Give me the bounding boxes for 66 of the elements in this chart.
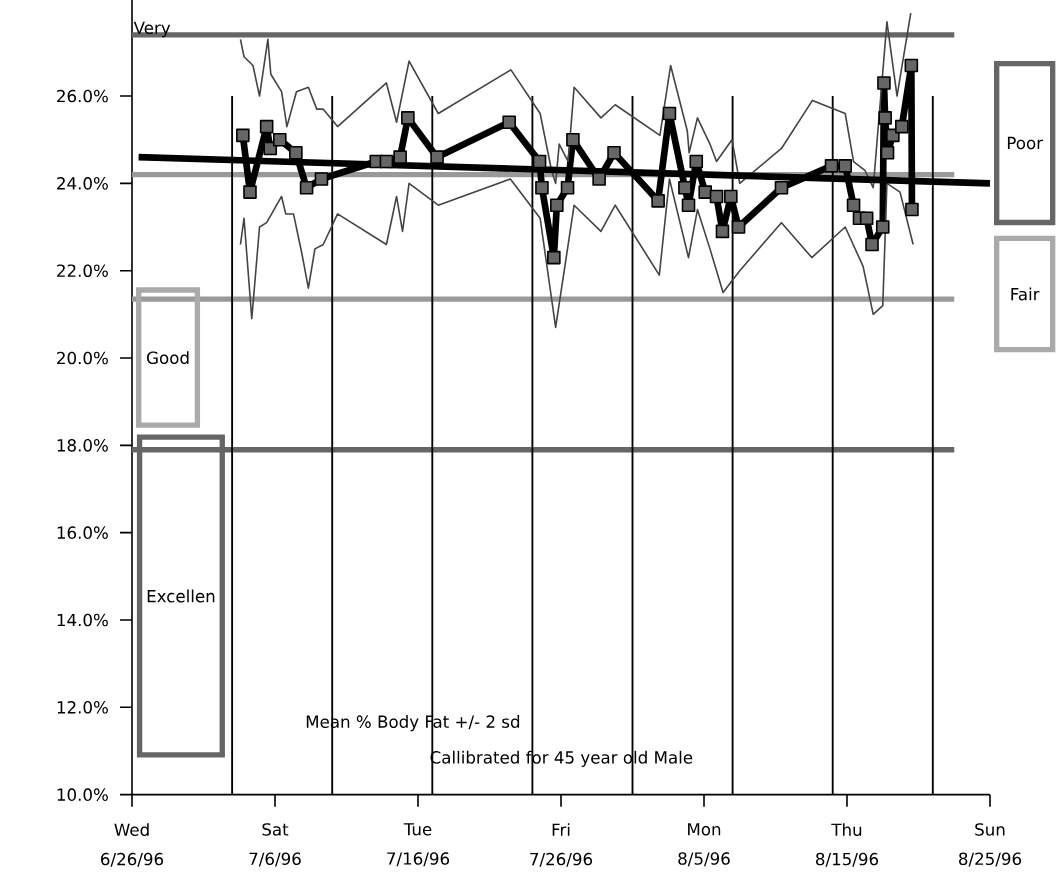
- point: [314, 172, 329, 186]
- x-tick-label: Wed 6/26/96: [101, 823, 164, 867]
- point: [715, 224, 730, 239]
- text: Poor: [1007, 136, 1044, 150]
- point: [880, 146, 895, 160]
- x-tick-label: Tue 7/16/96: [387, 823, 450, 867]
- annotation: Excellen: [147, 589, 215, 603]
- point: [731, 220, 746, 234]
- point: [607, 146, 621, 160]
- point: [272, 132, 287, 147]
- point: [878, 111, 892, 125]
- point: [532, 154, 547, 169]
- point: [865, 237, 879, 252]
- point: [502, 115, 516, 130]
- point: [560, 180, 575, 195]
- point: [905, 202, 919, 217]
- x-tick-label: Mon 8/5/96: [678, 823, 730, 867]
- y-tick-label: 18.0%: [57, 439, 108, 452]
- point: [566, 132, 580, 147]
- x-tick-label: Thu 8/15/96: [816, 823, 879, 867]
- point: [774, 180, 789, 195]
- line-series: [239, 178, 914, 329]
- point: [259, 119, 274, 134]
- point: [243, 185, 257, 199]
- line-series: [239, 12, 912, 189]
- point: [895, 119, 909, 134]
- point: [678, 180, 692, 195]
- y-tick-label: 26.0%: [57, 89, 108, 103]
- y-tick-label: 22.0%: [57, 264, 108, 277]
- point: [651, 194, 665, 208]
- point: [859, 211, 874, 226]
- y-tick-label: 14.0%: [57, 613, 108, 627]
- point: [263, 141, 278, 156]
- y-tick-label: 16.0%: [57, 526, 108, 539]
- point: [709, 189, 724, 204]
- point: [535, 180, 549, 195]
- y-tick-label: 10.0%: [57, 788, 108, 801]
- y-tick-label: 24.0%: [57, 177, 108, 190]
- point: [236, 128, 250, 143]
- y-tick-label: 12.0%: [57, 701, 108, 714]
- x-tick-label: Fri 7/26/96: [530, 823, 593, 867]
- point: [299, 180, 314, 195]
- point: [662, 106, 677, 121]
- point: [698, 185, 712, 199]
- point: [877, 76, 891, 90]
- x-tick-label: Sat 7/6/96: [249, 823, 301, 867]
- point: [401, 111, 415, 125]
- point: [681, 198, 696, 212]
- point: [846, 198, 861, 212]
- point: [875, 220, 890, 234]
- point: [592, 172, 606, 186]
- point: [689, 154, 704, 169]
- point: [289, 146, 303, 160]
- point: [547, 250, 561, 265]
- point: [904, 58, 919, 73]
- point: [824, 159, 839, 173]
- point: [393, 150, 407, 164]
- point: [379, 154, 394, 169]
- annotation: Good: [147, 351, 189, 365]
- point: [430, 150, 444, 164]
- x-tick-label: Sun 8/25/96: [959, 823, 1022, 867]
- y-tick-label: 20.0%: [57, 351, 108, 365]
- point: [724, 189, 738, 204]
- point: [838, 159, 853, 173]
- text: Fair: [1011, 287, 1040, 301]
- point: [550, 198, 564, 212]
